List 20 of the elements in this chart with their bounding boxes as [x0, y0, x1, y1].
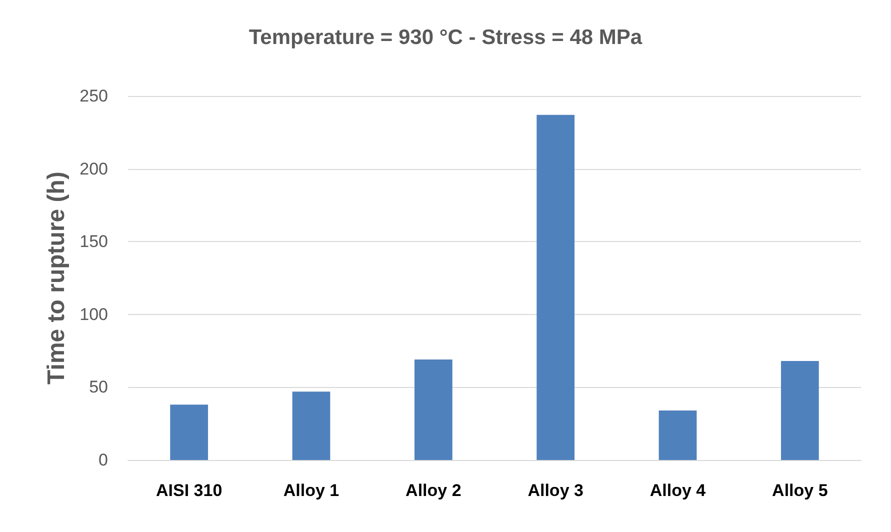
y-tick-label: 250	[80, 86, 108, 106]
bar	[658, 410, 697, 460]
bar	[292, 392, 330, 460]
x-tick-label: AISI 310	[156, 481, 222, 500]
y-tick-label: 200	[80, 159, 108, 178]
bar	[536, 114, 575, 460]
x-tick-label: Alloy 1	[283, 481, 340, 500]
y-tick-label: 100	[80, 304, 108, 324]
x-tick-label: Alloy 2	[406, 481, 462, 500]
y-axis-title: Time to rupture (h)	[43, 172, 70, 384]
bar	[414, 360, 452, 460]
y-tick-label: 0	[98, 450, 108, 470]
x-tick-label: Alloy 5	[772, 481, 828, 500]
y-tick-label: 150	[80, 232, 108, 252]
bar	[780, 360, 819, 460]
x-tick-label: Alloy 3	[528, 481, 584, 500]
bar	[170, 404, 208, 460]
chart-title: Temperature = 930 °C - Stress = 48 MPa	[248, 26, 642, 49]
y-tick-label: 50	[89, 378, 108, 397]
x-tick-label: Alloy 4	[650, 481, 706, 500]
